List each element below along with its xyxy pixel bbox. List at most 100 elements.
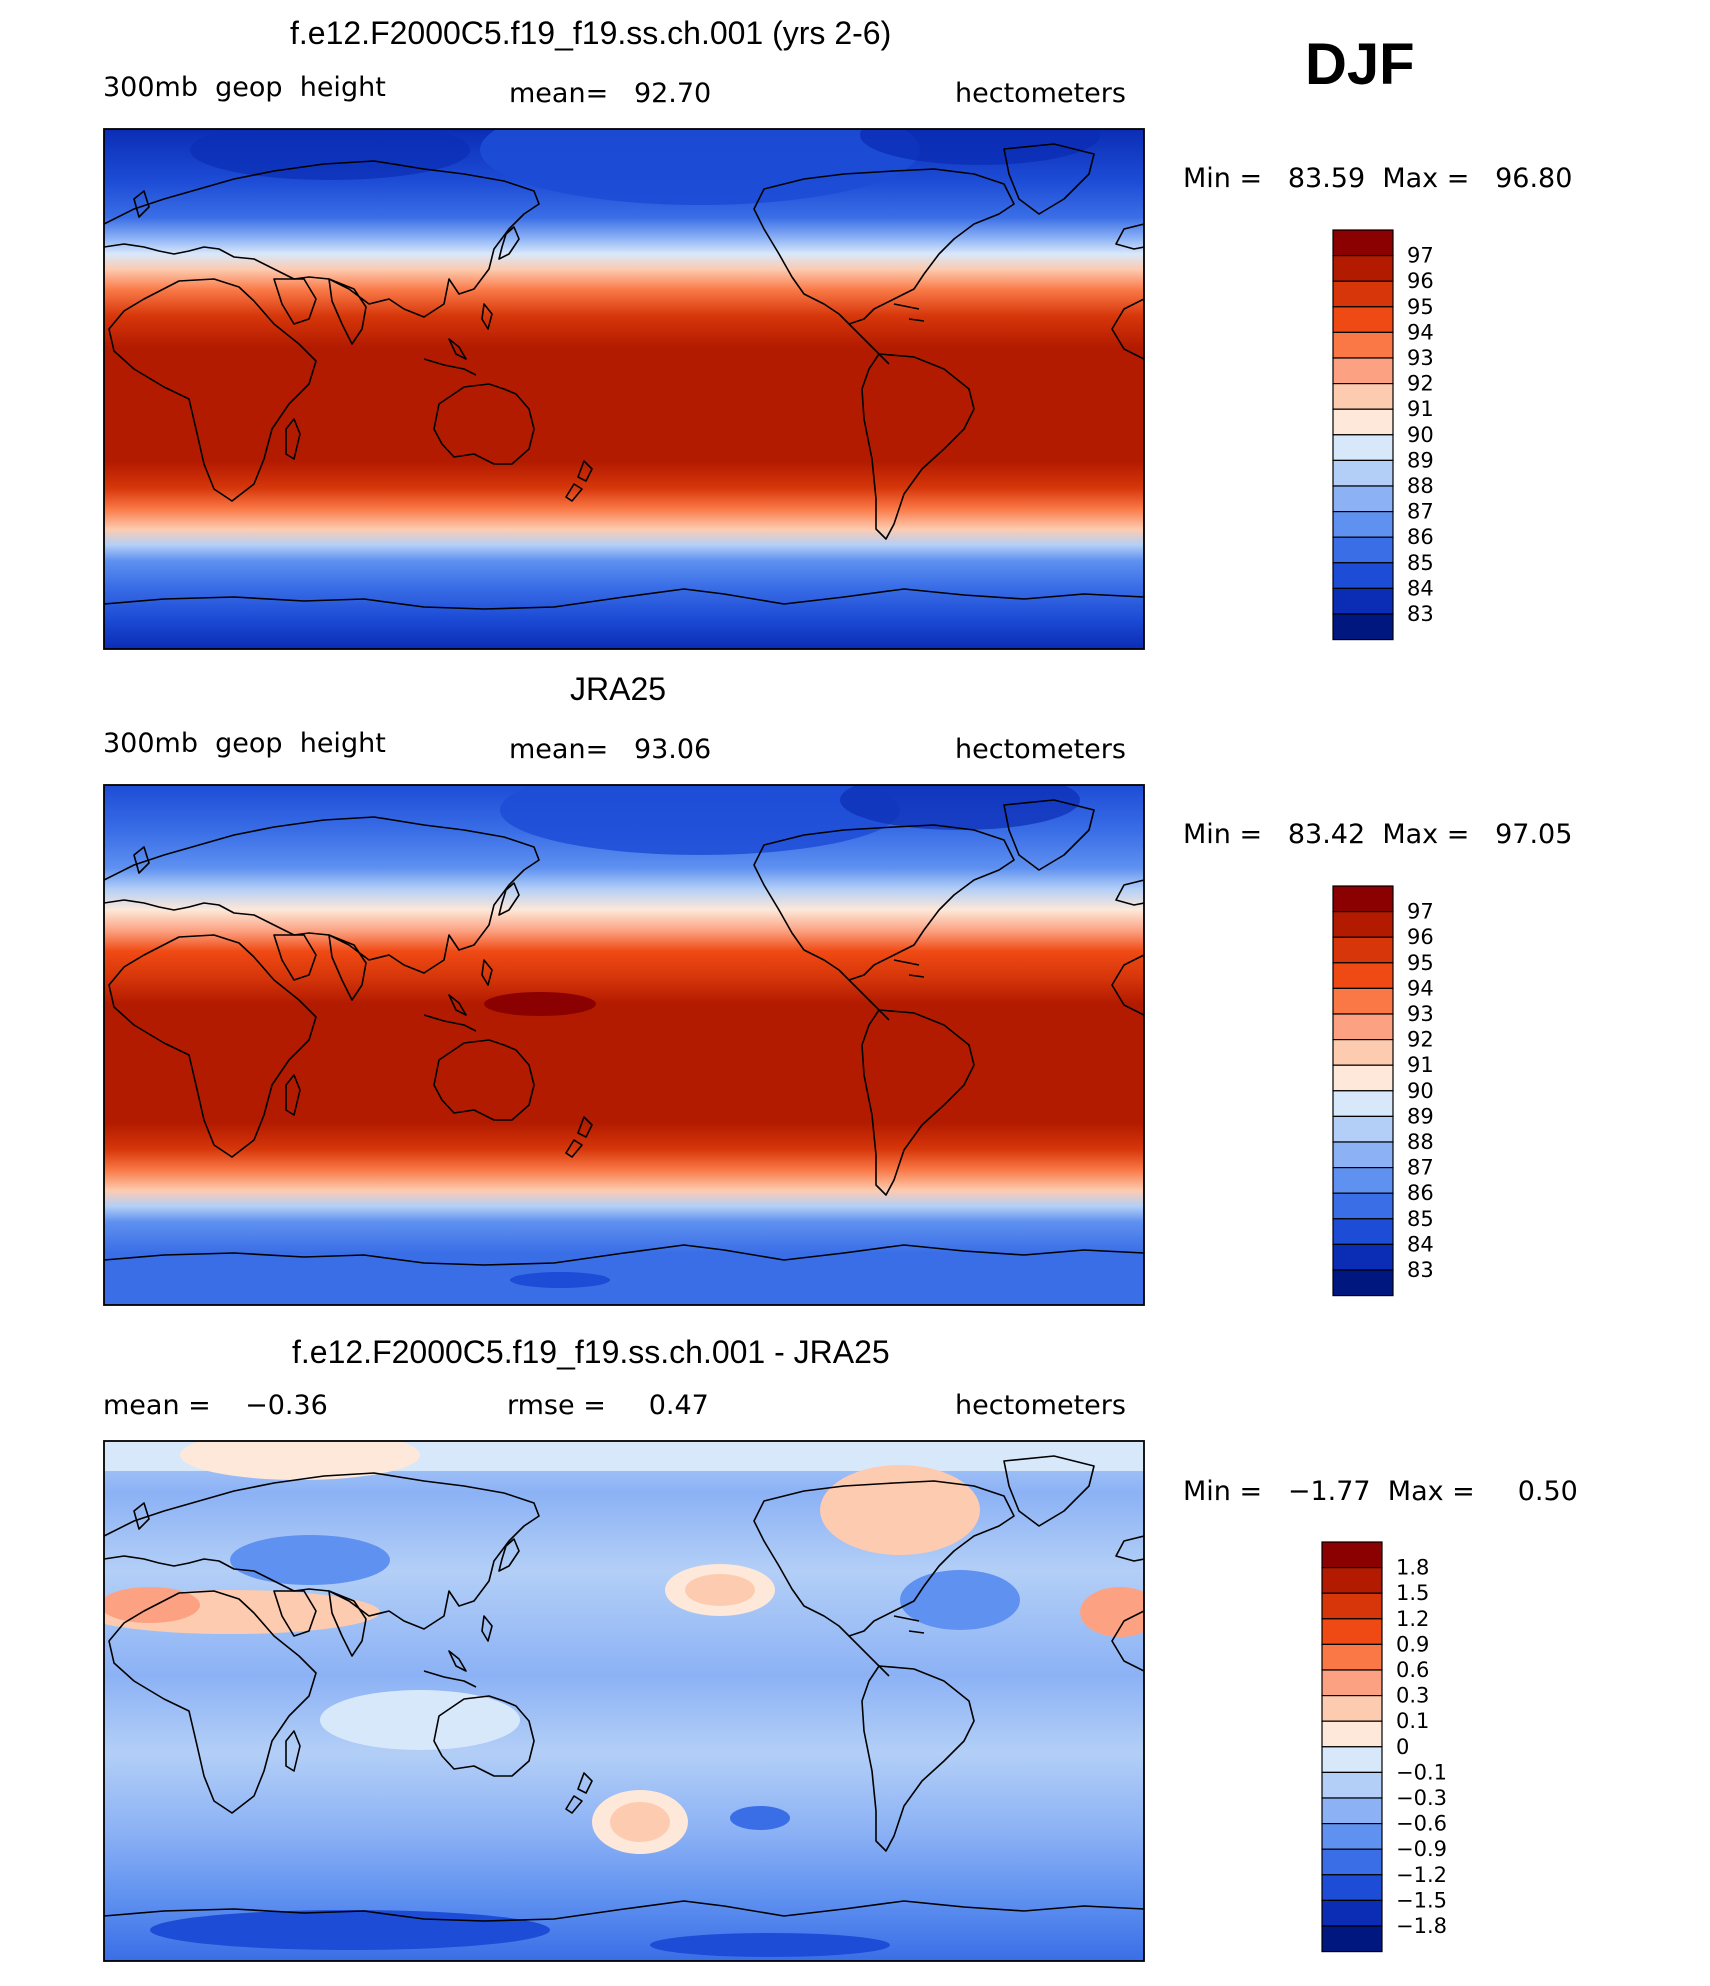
colorbar-swatch (1321, 1643, 1383, 1671)
colorbar-swatch (1332, 1090, 1394, 1118)
colorbar-label: 95 (1407, 951, 1434, 975)
colorbar-swatch (1332, 962, 1394, 989)
panel-3-map (103, 1440, 1145, 1962)
colorbar-swatch (1321, 1899, 1383, 1927)
colorbar-swatch (1321, 1848, 1383, 1876)
colorbar-label: −1.2 (1396, 1863, 1447, 1887)
colorbar-swatch (1332, 1269, 1394, 1297)
colorbar-label: 83 (1407, 602, 1434, 626)
colorbar-label: −0.9 (1396, 1837, 1447, 1861)
panel-2-minmax-label: Min = 83.42 Max = 97.05 (1183, 819, 1573, 850)
colorbar-swatch (1332, 1038, 1394, 1066)
colorbar-label: 1.8 (1396, 1556, 1429, 1580)
colorbar-swatch (1332, 280, 1394, 308)
colorbar-swatch (1332, 1115, 1394, 1143)
colorbar-swatch (1321, 1874, 1383, 1902)
panel-2-mean-label: mean= 93.06 (509, 734, 712, 765)
colorbar-swatch (1321, 1925, 1383, 1953)
colorbar-swatch (1332, 587, 1394, 615)
panel-3-title: f.e12.F2000C5.f19_f19.ss.ch.001 - JRA25 (292, 1334, 890, 1370)
colorbar-label: 90 (1407, 423, 1434, 447)
panel-2-units-label: hectometers (955, 734, 1126, 765)
colorbar-label: −1.8 (1396, 1914, 1447, 1938)
panel-2-map (103, 784, 1145, 1306)
panel-3-minmax-label: Min = −1.77 Max = 0.50 (1183, 1476, 1578, 1507)
colorbar-swatch (1332, 936, 1394, 964)
colorbar-label: 0.9 (1396, 1632, 1429, 1656)
colorbar-swatch (1332, 536, 1394, 564)
colorbar-label: 83 (1407, 1258, 1434, 1282)
colorbar-label: 91 (1407, 1053, 1434, 1077)
colorbar-swatch (1321, 1746, 1383, 1774)
colorbar-label: 89 (1407, 448, 1434, 472)
panel-3-units-label: hectometers (955, 1390, 1126, 1421)
colorbar-swatch (1332, 1166, 1394, 1194)
panel-1-units-label: hectometers (955, 78, 1126, 109)
colorbar-swatch (1321, 1797, 1383, 1825)
colorbar-swatch (1332, 987, 1394, 1015)
colorbar-label: 0.3 (1396, 1684, 1429, 1708)
colorbar-swatch (1321, 1541, 1383, 1569)
colorbar-swatch (1332, 229, 1394, 257)
colorbar-swatch (1332, 255, 1394, 282)
panel-3-rmse-label: rmse = 0.47 (507, 1390, 709, 1421)
panel-2-variable-label: 300mb geop height (103, 728, 386, 759)
colorbar-label: 86 (1407, 1181, 1434, 1205)
colorbar-label: 94 (1407, 976, 1434, 1000)
colorbar-swatch (1332, 306, 1394, 333)
colorbar-label: 87 (1407, 1156, 1434, 1180)
colorbar-label: 90 (1407, 1079, 1434, 1103)
colorbar-swatch (1332, 1218, 1394, 1246)
panel-1-variable-label: 300mb geop height (103, 72, 386, 103)
colorbar-swatch (1332, 434, 1394, 461)
colorbar-label: 91 (1407, 397, 1434, 421)
panel-3-colorbar: 1.81.51.20.90.60.30.10−0.1−0.3−0.6−0.9−1… (1321, 1541, 1447, 1953)
colorbar-swatch (1332, 511, 1394, 538)
colorbar-label: 93 (1407, 346, 1434, 370)
colorbar-swatch (1332, 357, 1394, 385)
colorbar-swatch (1332, 408, 1394, 436)
colorbar-swatch (1332, 885, 1394, 913)
colorbar-swatch (1321, 1694, 1383, 1722)
colorbar-swatch (1332, 613, 1394, 641)
panel-2-title: JRA25 (570, 671, 667, 707)
colorbar-label: 96 (1407, 269, 1434, 293)
colorbar-swatch (1321, 1669, 1383, 1697)
colorbar-label: 88 (1407, 474, 1434, 498)
colorbar-label: 92 (1407, 372, 1434, 396)
colorbar-label: 94 (1407, 320, 1434, 344)
colorbar-label: −0.6 (1396, 1812, 1447, 1836)
colorbar-swatch (1332, 1141, 1394, 1169)
season-label: DJF (1305, 32, 1415, 97)
colorbar-swatch (1321, 1720, 1383, 1748)
colorbar-label: 85 (1407, 1207, 1434, 1231)
colorbar-swatch (1332, 1064, 1394, 1092)
colorbar-label: 0 (1396, 1735, 1409, 1759)
colorbar-swatch (1332, 1243, 1394, 1271)
colorbar-label: 85 (1407, 551, 1434, 575)
colorbar-label: 96 (1407, 925, 1434, 949)
colorbar-label: −1.5 (1396, 1888, 1447, 1912)
colorbar-swatch (1332, 459, 1394, 487)
colorbar-label: 86 (1407, 525, 1434, 549)
colorbar-label: 0.6 (1396, 1658, 1429, 1682)
panel-1-map (103, 128, 1145, 650)
panel-3-mean-label: mean = −0.36 (103, 1390, 328, 1421)
colorbar-swatch (1332, 485, 1394, 513)
colorbar-swatch (1321, 1592, 1383, 1620)
colorbar-label: 84 (1407, 576, 1434, 600)
colorbar-label: 84 (1407, 1232, 1434, 1256)
colorbar-swatch (1321, 1822, 1383, 1850)
colorbar-swatch (1332, 910, 1394, 938)
panel-1-minmax-label: Min = 83.59 Max = 96.80 (1183, 163, 1573, 194)
colorbar-label: 92 (1407, 1028, 1434, 1052)
colorbar-swatch (1321, 1771, 1383, 1799)
colorbar-swatch (1332, 1192, 1394, 1220)
colorbar-swatch (1332, 562, 1394, 589)
colorbar-swatch (1321, 1566, 1383, 1594)
colorbar-label: 87 (1407, 500, 1434, 524)
colorbar-swatch (1332, 1013, 1394, 1041)
